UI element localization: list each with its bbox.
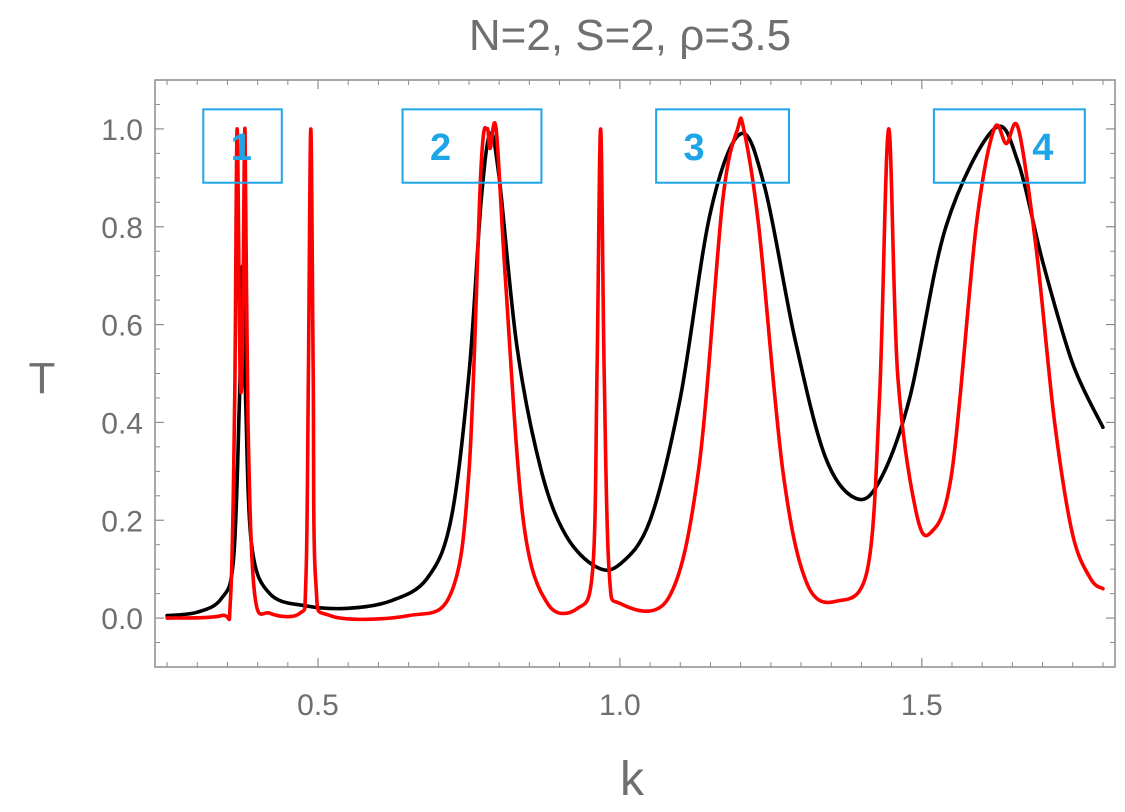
annotation-box: [202, 108, 283, 184]
annotation-label: 2: [430, 127, 451, 169]
y-tick-label: 0.2: [101, 505, 143, 538]
y-tick-label: 0.0: [101, 603, 143, 636]
series-lines: [165, 116, 1105, 622]
x-tick-label: 1.5: [901, 689, 943, 722]
annotation-box: [401, 108, 543, 184]
y-tick-label: 1.0: [101, 114, 143, 147]
annotation-label: 4: [1032, 127, 1053, 169]
annotation-box: [932, 108, 1086, 184]
y-tick-label: 0.4: [101, 407, 143, 440]
x-tick-label: 0.5: [297, 689, 339, 722]
tick-labels: 0.5 1.0 1.5 0.0 0.2 0.4 0.6 0.8 1.0: [101, 114, 942, 722]
annotation-label: 3: [684, 127, 705, 169]
peak-annotations: 1 2 3 4: [202, 108, 1086, 184]
x-axis-label: k: [620, 753, 645, 806]
y-axis-label: T: [29, 354, 56, 403]
y-tick-label: 0.6: [101, 310, 143, 343]
annotation-label: 1: [231, 127, 252, 169]
series-line-red: [165, 116, 1105, 622]
y-tick-label: 0.8: [101, 212, 143, 245]
x-tick-label: 1.0: [599, 689, 641, 722]
annotation-box: [655, 108, 790, 184]
chart-title: N=2, S=2, ρ=3.5: [469, 11, 791, 60]
axis-ticks: [155, 80, 1115, 667]
